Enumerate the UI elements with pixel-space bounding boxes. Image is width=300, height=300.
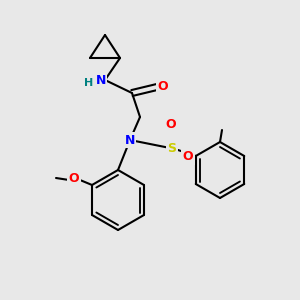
Text: O: O bbox=[183, 151, 193, 164]
Text: N: N bbox=[96, 74, 106, 86]
Text: H: H bbox=[84, 78, 94, 88]
Text: O: O bbox=[158, 80, 168, 94]
Text: N: N bbox=[125, 134, 135, 146]
Text: S: S bbox=[167, 142, 176, 154]
Text: O: O bbox=[69, 172, 79, 184]
Text: O: O bbox=[166, 118, 176, 130]
